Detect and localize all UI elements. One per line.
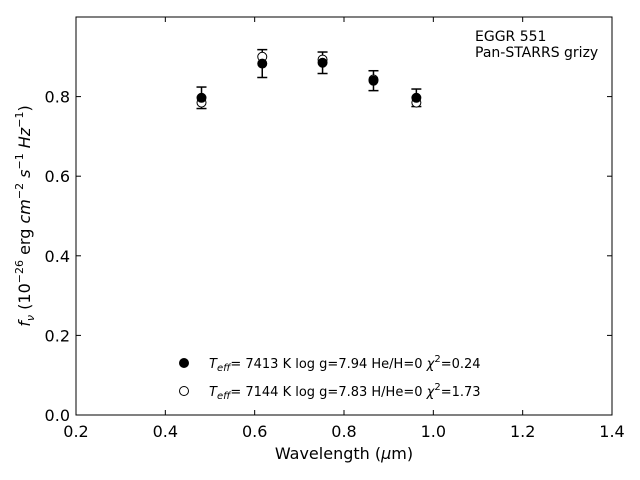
legend-marker-filled — [179, 358, 189, 368]
y-axis-title: fν (10−26 erg cm−2 s−1 Hz−1) — [13, 105, 37, 326]
y-tick-label: 0.8 — [45, 88, 70, 107]
observed-point — [196, 92, 207, 103]
legend-entry-open: Teff= 7144 K log g=7.83 H/He=0 χ2=1.73 — [209, 382, 481, 402]
y-tick-label: 0.0 — [45, 406, 70, 425]
axis-ticks — [75, 17, 613, 416]
error-bars — [196, 48, 422, 110]
observed-points — [196, 57, 422, 103]
observed-point — [411, 92, 422, 103]
model-points — [196, 51, 422, 108]
observed-point — [368, 75, 379, 86]
plot-frame — [75, 16, 613, 416]
y-tick-label: 0.2 — [45, 326, 70, 345]
x-axis-title: Wavelength (μm) — [275, 444, 413, 463]
annotation-line-2: Pan-STARRS grizy — [475, 45, 598, 61]
observed-point — [257, 58, 268, 69]
x-tick-labels: 0.2 0.4 0.6 0.8 1.0 1.2 1.4 — [63, 422, 624, 441]
x-tick-label: 1.4 — [599, 422, 624, 441]
legend: Teff= 7413 K log g=7.94 He/H=0 χ2=0.24 T… — [179, 354, 481, 402]
x-tick-label: 0.2 — [63, 422, 88, 441]
x-tick-label: 0.6 — [242, 422, 267, 441]
x-tick-label: 0.4 — [153, 422, 178, 441]
annotation-line-1: EGGR 551 — [475, 29, 546, 45]
y-tick-label: 0.6 — [45, 167, 70, 186]
x-tick-label: 1.2 — [510, 422, 535, 441]
x-tick-label: 0.8 — [331, 422, 356, 441]
legend-marker-open — [179, 386, 189, 396]
y-tick-labels: 0.0 0.2 0.4 0.6 0.8 — [45, 88, 70, 425]
legend-entry-filled: Teff= 7413 K log g=7.94 He/H=0 χ2=0.24 — [209, 354, 481, 374]
y-tick-label: 0.4 — [45, 247, 70, 266]
x-tick-label: 1.0 — [421, 422, 446, 441]
observed-point — [317, 57, 328, 68]
